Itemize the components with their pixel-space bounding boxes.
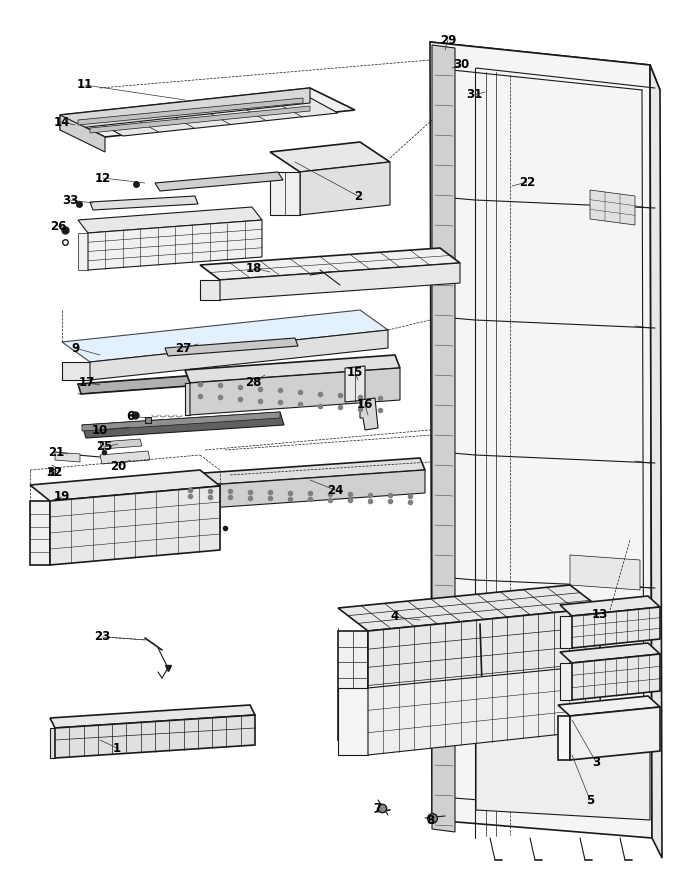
Polygon shape [60,115,105,152]
Polygon shape [62,362,90,380]
Polygon shape [200,248,460,280]
Polygon shape [90,95,338,136]
Text: 33: 33 [62,193,78,206]
Polygon shape [82,412,284,438]
Text: 4: 4 [391,610,399,624]
Polygon shape [62,310,388,362]
Polygon shape [430,42,660,90]
Text: 30: 30 [453,58,469,71]
Polygon shape [50,486,220,565]
Text: 31: 31 [466,88,482,101]
Polygon shape [368,608,600,740]
Text: 7: 7 [373,802,381,814]
Polygon shape [270,142,390,172]
Polygon shape [60,88,355,137]
Polygon shape [175,458,425,487]
Polygon shape [570,555,640,590]
Polygon shape [100,451,150,464]
Text: 16: 16 [357,399,373,412]
Text: 25: 25 [96,440,112,453]
Polygon shape [30,501,50,565]
Polygon shape [338,585,600,631]
Polygon shape [88,220,262,270]
Polygon shape [338,631,368,740]
Polygon shape [432,45,455,832]
Polygon shape [360,398,378,430]
Polygon shape [185,355,400,383]
Polygon shape [560,596,660,616]
Polygon shape [572,654,660,700]
Polygon shape [190,368,400,415]
Polygon shape [345,366,365,402]
Polygon shape [50,728,55,758]
Polygon shape [200,280,220,300]
Text: 17: 17 [79,377,95,390]
Polygon shape [570,707,660,760]
Text: 18: 18 [245,261,262,274]
Polygon shape [560,643,660,663]
Text: 28: 28 [245,376,261,388]
Text: 8: 8 [426,813,434,826]
Polygon shape [220,263,460,300]
Text: 3: 3 [592,756,600,768]
Polygon shape [368,665,600,755]
Polygon shape [558,716,570,760]
Polygon shape [82,412,280,431]
Text: 9: 9 [71,341,79,355]
Polygon shape [90,196,198,210]
Polygon shape [590,190,635,225]
Polygon shape [78,207,262,233]
Polygon shape [558,696,660,716]
Text: 2: 2 [354,190,362,203]
Text: 27: 27 [175,341,191,355]
Text: 10: 10 [92,423,108,437]
Text: 32: 32 [46,466,62,479]
Polygon shape [60,88,310,130]
Text: 11: 11 [77,78,93,92]
Text: 14: 14 [54,116,70,129]
Polygon shape [476,700,650,820]
Polygon shape [185,383,190,415]
Polygon shape [100,439,142,449]
Text: 22: 22 [519,176,535,189]
Text: 19: 19 [54,490,70,504]
Polygon shape [78,98,303,125]
Text: 23: 23 [94,631,110,644]
Polygon shape [78,233,88,270]
Polygon shape [300,162,390,215]
Polygon shape [30,470,220,501]
Text: 6: 6 [126,409,134,422]
Polygon shape [180,470,425,510]
Text: 1: 1 [113,742,121,754]
Polygon shape [50,705,255,728]
Text: 21: 21 [48,445,64,459]
Polygon shape [155,172,283,191]
Polygon shape [90,330,388,380]
Polygon shape [165,338,298,356]
Text: 15: 15 [347,365,363,378]
Polygon shape [430,42,652,838]
Polygon shape [560,663,572,700]
Text: 12: 12 [95,171,111,184]
Text: 13: 13 [592,608,608,621]
Text: 29: 29 [440,34,456,47]
Text: 5: 5 [586,794,594,806]
Polygon shape [175,487,180,510]
Polygon shape [560,616,572,648]
Text: 24: 24 [327,483,343,497]
Polygon shape [55,715,255,758]
Text: 26: 26 [50,220,66,233]
Polygon shape [650,65,662,858]
Polygon shape [55,452,80,462]
Polygon shape [338,688,368,755]
Polygon shape [270,172,300,215]
Text: 20: 20 [110,460,126,473]
Polygon shape [78,372,243,394]
Polygon shape [572,607,660,648]
Polygon shape [90,106,310,133]
